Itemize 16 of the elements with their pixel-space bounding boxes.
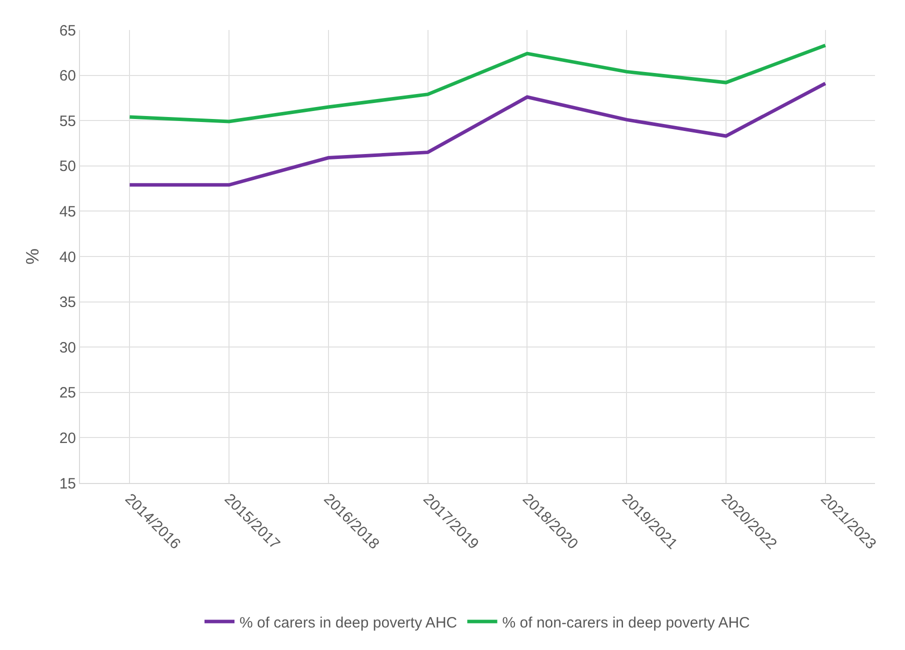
y-axis-title: % [22,248,43,265]
line-series [128,44,828,124]
y-tick-label: 20 [59,430,76,447]
legend-label: % of non-carers in deep poverty AHC [502,614,750,632]
y-tick-label: 30 [59,339,76,356]
y-tick-label: 15 [59,475,76,492]
y-tick-label: 25 [59,384,76,402]
y-tick-label: 35 [59,294,76,312]
legend-label: % of carers in deep poverty AHC [240,614,458,632]
y-tick-label: 40 [59,248,76,266]
y-tick-label: 55 [59,112,76,130]
y-tick-label: 50 [59,158,76,176]
y-tick-label: 45 [59,203,76,220]
line-series [128,82,828,187]
y-tick-label: 65 [59,22,76,40]
y-tick-label: 60 [59,68,76,85]
